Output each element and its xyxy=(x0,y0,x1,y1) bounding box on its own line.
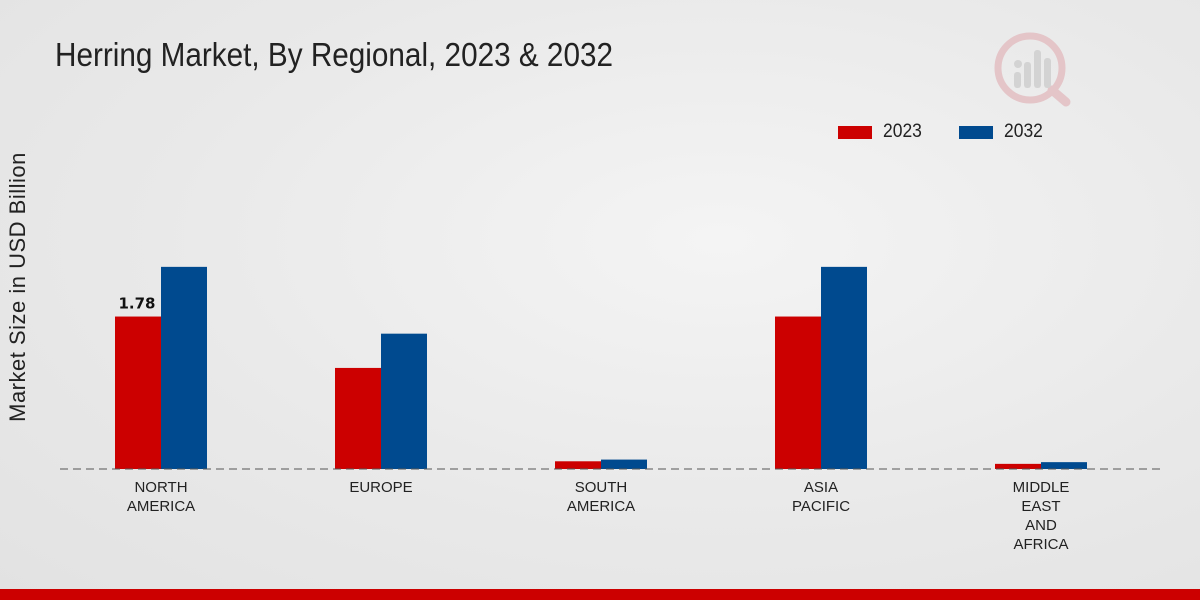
legend-swatch-2023 xyxy=(838,125,872,139)
chart-title: Herring Market, By Regional, 2023 & 2032 xyxy=(55,36,614,73)
legend-label-2023: 2023 xyxy=(883,121,922,142)
legend-swatch-2032 xyxy=(959,125,994,139)
bar-2023-1 xyxy=(335,367,381,469)
bar-2032-3 xyxy=(821,266,867,469)
legend-item-2023: 2023 xyxy=(838,121,925,143)
bar-2023-2 xyxy=(555,461,601,469)
legend-item-2032: 2032 xyxy=(959,121,1046,143)
bar-2032-0 xyxy=(161,266,207,469)
legend-label-2032: 2032 xyxy=(1004,121,1044,142)
x-tick-label-0-1: AMERICA xyxy=(127,498,195,515)
x-tick-label-2-1: AMERICA xyxy=(567,498,635,515)
x-tick-label-2-0: SOUTH xyxy=(575,479,628,496)
bottom-accent-bar xyxy=(0,589,1200,600)
x-tick-label-3-1: PACIFIC xyxy=(792,498,850,515)
bar-2023-4 xyxy=(995,463,1041,469)
x-tick-label-1-0: EUROPE xyxy=(349,479,412,496)
bar-2032-1 xyxy=(381,333,427,469)
x-tick-label-3-0: ASIA xyxy=(804,479,838,496)
bar-2023-3 xyxy=(775,316,821,469)
x-tick-label-4-0: MIDDLE xyxy=(1013,479,1070,496)
x-tick-label-4-3: AFRICA xyxy=(1013,536,1068,553)
x-tick-label-4-1: EAST xyxy=(1021,498,1060,515)
x-tick-label-0-0: NORTH xyxy=(134,479,187,496)
bar-2023-0 xyxy=(115,316,161,469)
legend: 2023 2032 xyxy=(838,121,1081,143)
bar-2032-4 xyxy=(1041,462,1087,469)
x-tick-label-4-2: AND xyxy=(1025,517,1057,534)
brand-logo-icon xyxy=(994,32,1071,107)
data-label-2023-0: 1.78 xyxy=(118,295,155,313)
bar-2032-2 xyxy=(601,459,647,469)
